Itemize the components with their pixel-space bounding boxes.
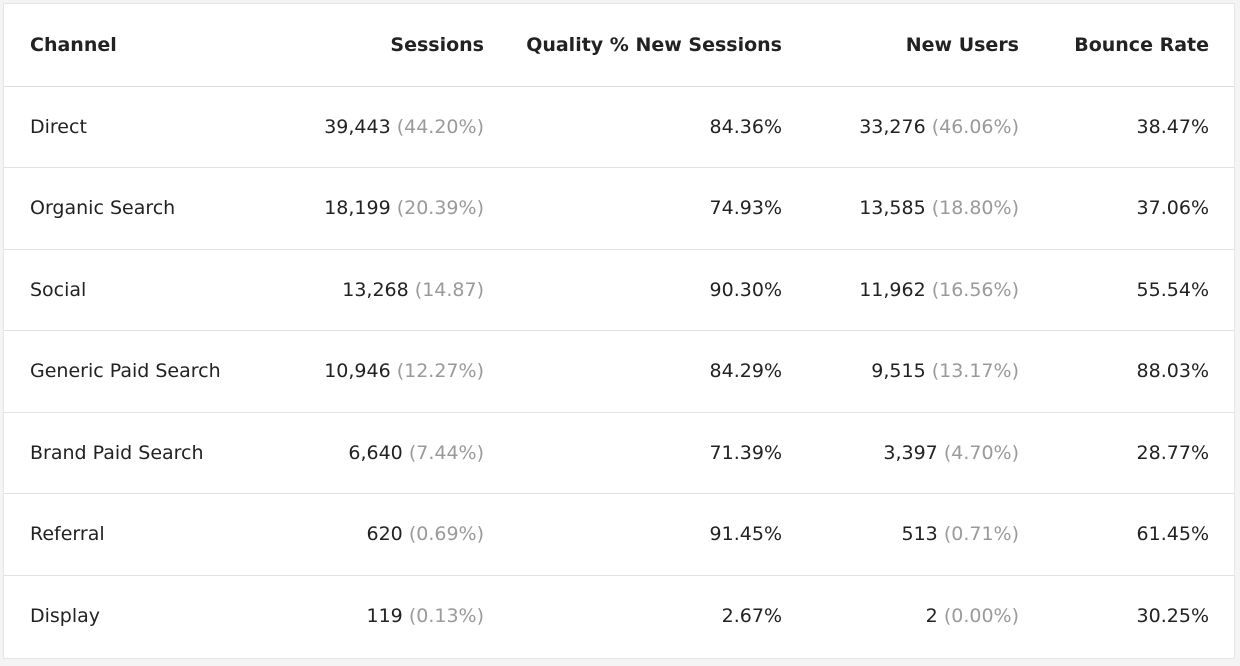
channel-cell: Brand Paid Search	[4, 412, 284, 494]
new-users-percent: (0.00%)	[943, 605, 1019, 627]
new-users-value: 11,962	[859, 278, 926, 301]
channel-table: Channel Sessions Quality % New Sessions …	[4, 4, 1234, 657]
quality-cell: 90.30%	[484, 249, 782, 331]
bounce-rate-cell: 37.06%	[1019, 167, 1234, 250]
bounce-rate-cell: 88.03%	[1019, 330, 1234, 413]
bounce-rate-cell: 30.25%	[1136, 605, 1209, 627]
quality-cell: 84.29%	[484, 330, 782, 413]
table-row[interactable]: Brand Paid Search 6,640 (7.44%) 71.39% 3…	[4, 412, 1234, 494]
sessions-value: 13,268	[342, 278, 409, 301]
sessions-value: 10,946	[324, 360, 391, 383]
new-users-cell: 9,515 (13.17%)	[782, 330, 1019, 413]
column-header-bounce-rate[interactable]: Bounce Rate	[1019, 4, 1234, 87]
table-row[interactable]: Display 119 (0.13%) 2.67% 2 (0.00%) 30.2…	[4, 575, 1234, 657]
table-body: Direct 39,443 (44.20%) 84.36% 33,276 (46…	[4, 86, 1234, 657]
quality-cell: 91.45%	[484, 493, 782, 576]
new-users-value: 9,515	[871, 360, 926, 383]
sessions-cell: 6,640 (7.44%)	[284, 412, 484, 494]
quality-cell: 2.67%	[721, 605, 782, 627]
quality-cell: 84.36%	[484, 86, 782, 168]
column-header-channel[interactable]: Channel	[4, 4, 284, 87]
table-row[interactable]: Direct 39,443 (44.20%) 84.36% 33,276 (46…	[4, 86, 1234, 168]
sessions-percent: (0.69%)	[408, 523, 484, 546]
table-row[interactable]: Generic Paid Search 10,946 (12.27%) 84.2…	[4, 330, 1234, 413]
new-users-percent: (16.56%)	[931, 278, 1019, 301]
table-row[interactable]: Organic Search 18,199 (20.39%) 74.93% 13…	[4, 167, 1234, 250]
sessions-value: 18,199	[324, 197, 391, 220]
new-users-percent: (18.80%)	[931, 197, 1019, 220]
new-users-value: 13,585	[859, 197, 926, 220]
sessions-value: 620	[366, 523, 403, 546]
bounce-rate-cell: 28.77%	[1019, 412, 1234, 494]
new-users-percent: (13.17%)	[931, 360, 1019, 383]
channel-cell: Social	[4, 249, 284, 331]
new-users-cell: 11,962 (16.56%)	[782, 249, 1019, 331]
sessions-percent: (20.39%)	[396, 197, 484, 220]
channel-cell: Display	[30, 605, 101, 627]
column-header-quality-new-sessions[interactable]: Quality % New Sessions	[484, 4, 782, 87]
quality-cell: 71.39%	[484, 412, 782, 494]
sessions-percent: (7.44%)	[408, 441, 484, 464]
table-row[interactable]: Referral 620 (0.69%) 91.45% 513 (0.71%) …	[4, 493, 1234, 576]
new-users-cell: 33,276 (46.06%)	[782, 86, 1019, 168]
sessions-cell: 13,268 (14.87)	[284, 249, 484, 331]
channel-cell: Referral	[4, 493, 284, 576]
channel-cell: Generic Paid Search	[4, 330, 284, 413]
sessions-cell: 18,199 (20.39%)	[284, 167, 484, 250]
sessions-percent: (12.27%)	[396, 360, 484, 383]
sessions-percent: (14.87)	[414, 278, 484, 301]
sessions-value: 119	[366, 605, 403, 627]
bounce-rate-cell: 38.47%	[1019, 86, 1234, 168]
bounce-rate-cell: 61.45%	[1019, 493, 1234, 576]
new-users-cell: 513 (0.71%)	[782, 493, 1019, 576]
sessions-cell: 119 (0.13%)	[284, 575, 485, 657]
sessions-cell: 39,443 (44.20%)	[284, 86, 484, 168]
sessions-cell: 10,946 (12.27%)	[284, 330, 484, 413]
new-users-cell: 13,585 (18.80%)	[782, 167, 1019, 250]
sessions-percent: (44.20%)	[396, 115, 484, 138]
table-row[interactable]: Social 13,268 (14.87) 90.30% 11,962 (16.…	[4, 249, 1234, 331]
sessions-percent: (0.13%)	[408, 605, 484, 627]
new-users-percent: (0.71%)	[943, 523, 1019, 546]
sessions-value: 39,443	[324, 115, 391, 138]
new-users-cell: 2 (0.00%)	[782, 575, 1019, 657]
bounce-rate-cell: 55.54%	[1019, 249, 1234, 331]
channel-cell: Organic Search	[4, 167, 284, 250]
quality-cell: 74.93%	[484, 167, 782, 250]
sessions-value: 6,640	[348, 441, 403, 464]
new-users-percent: (46.06%)	[931, 115, 1019, 138]
new-users-cell: 3,397 (4.70%)	[782, 412, 1019, 494]
new-users-value: 3,397	[883, 441, 938, 464]
header-row: Channel Sessions Quality % New Sessions …	[4, 4, 1234, 87]
new-users-value: 2	[925, 605, 938, 627]
sessions-cell: 620 (0.69%)	[284, 493, 484, 576]
channel-report-card: Channel Sessions Quality % New Sessions …	[3, 3, 1235, 659]
new-users-value: 33,276	[859, 115, 926, 138]
channel-cell: Direct	[4, 86, 284, 168]
new-users-value: 513	[901, 523, 938, 546]
column-header-sessions[interactable]: Sessions	[284, 4, 484, 87]
table-header: Channel Sessions Quality % New Sessions …	[4, 4, 1234, 87]
column-header-new-users[interactable]: New Users	[782, 4, 1019, 87]
new-users-percent: (4.70%)	[943, 441, 1019, 464]
